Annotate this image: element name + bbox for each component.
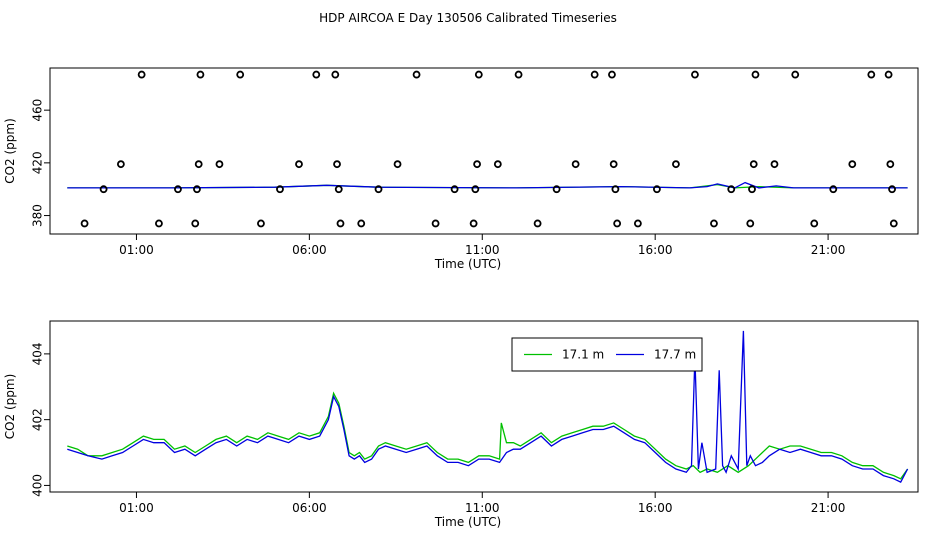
- top-data-point: [552, 185, 561, 194]
- top-data-point: [609, 160, 618, 169]
- top-panel: 01:00 06:00 11:00 16:00 21:00 380 420 460 Time (…: [3, 67, 919, 271]
- bottom-y-tick-label: 404: [31, 342, 45, 365]
- top-data-point: [608, 70, 616, 79]
- page-title: HDP AIRCOA E Day 130506 Calibrated Times…: [319, 11, 617, 25]
- top-x-tick-label: 01:00: [119, 243, 154, 257]
- top-x-tick-label: 16:00: [638, 243, 673, 257]
- top-data-point: [174, 185, 182, 194]
- top-data-point: [746, 219, 755, 228]
- top-y-tick-label: 460: [31, 99, 45, 122]
- top-data-point: [751, 70, 760, 79]
- top-plot-area: [67, 181, 908, 189]
- top-data-point: [276, 185, 284, 194]
- top-data-point: [331, 70, 340, 79]
- top-data-point: [469, 219, 478, 228]
- top-data-point: [884, 70, 893, 79]
- top-data-point: [514, 70, 523, 79]
- top-y-tick-label: 420: [31, 151, 45, 174]
- top-data-point: [236, 70, 245, 79]
- top-data-point: [749, 160, 758, 169]
- top-data-point: [412, 70, 421, 79]
- top-data-point: [829, 185, 838, 194]
- top-data-point: [653, 185, 661, 194]
- top-y-tick-label: 380: [31, 204, 45, 227]
- top-data-point: [257, 219, 265, 228]
- top-data-point: [611, 185, 620, 194]
- top-data-point: [473, 160, 481, 169]
- top-data-point: [191, 219, 200, 228]
- bottom-x-tick-label: 16:00: [638, 501, 673, 515]
- top-data-point: [137, 70, 146, 79]
- top-data-point: [867, 70, 876, 79]
- bottom-plot-frame: [49, 320, 919, 493]
- top-data-point: [116, 160, 125, 169]
- top-data-point: [571, 160, 580, 169]
- top-x-tick-label: 11:00: [465, 243, 500, 257]
- top-data-point: [80, 219, 89, 228]
- top-data-point: [295, 160, 303, 169]
- top-y-axis-label: CO2 (ppm): [3, 118, 17, 184]
- top-data-point: [431, 219, 440, 228]
- top-data-point: [333, 160, 341, 169]
- bottom-panel: 01:00 06:00 11:00 16:00 21:00 400 402 404 Time (…: [3, 320, 919, 529]
- top-data-point: [727, 185, 736, 194]
- legend-label-2: 17.7 m: [654, 348, 696, 362]
- top-data-point: [888, 185, 896, 194]
- top-data-point: [336, 219, 345, 228]
- top-data-point: [691, 70, 699, 79]
- bottom-y-tick-label: 400: [31, 474, 45, 497]
- bottom-y-axis-label: CO2 (ppm): [3, 374, 17, 440]
- top-data-point: [193, 185, 201, 194]
- top-data-point: [334, 185, 343, 194]
- bottom-plot-area: [67, 330, 909, 483]
- top-data-point: [357, 219, 366, 228]
- top-x-tick-label: 06:00: [292, 243, 327, 257]
- top-data-point: [590, 70, 599, 79]
- legend-label-1: 17.1 m: [562, 348, 604, 362]
- top-data-point: [672, 160, 680, 169]
- top-series-line-2: [67, 181, 908, 189]
- bottom-x-tick-label: 06:00: [292, 501, 327, 515]
- top-data-point: [155, 219, 163, 228]
- top-data-point: [613, 219, 622, 228]
- top-data-point: [374, 185, 383, 194]
- top-data-point: [889, 219, 898, 228]
- top-data-point: [215, 160, 224, 169]
- top-data-point: [770, 160, 779, 169]
- bottom-series-line-2: [67, 330, 909, 483]
- top-data-point: [533, 219, 542, 228]
- top-data-point: [99, 185, 108, 194]
- bottom-x-tick-label: 11:00: [465, 501, 500, 515]
- top-x-tick-label: 21:00: [811, 243, 846, 257]
- top-data-point: [312, 70, 321, 79]
- top-data-point: [633, 219, 642, 228]
- top-data-point: [194, 160, 203, 169]
- bottom-x-tick-label: 01:00: [119, 501, 154, 515]
- top-data-point: [474, 70, 483, 79]
- bottom-x-tick-label: 21:00: [811, 501, 846, 515]
- top-data-point: [493, 160, 502, 169]
- bottom-x-axis-label: Time (UTC): [434, 515, 501, 529]
- top-data-point: [450, 185, 459, 194]
- top-data-point: [748, 185, 756, 194]
- top-x-axis-label: Time (UTC): [434, 257, 501, 271]
- top-data-point: [886, 160, 895, 169]
- top-data-point: [393, 160, 402, 169]
- top-data-point: [791, 70, 800, 79]
- top-data-point: [810, 219, 819, 228]
- bottom-series-line-1: [67, 391, 909, 480]
- top-data-point: [848, 160, 857, 169]
- bottom-y-tick-label: 402: [31, 408, 45, 431]
- top-data-point: [471, 185, 480, 194]
- top-data-point: [710, 219, 718, 228]
- top-data-point: [196, 70, 205, 79]
- top-plot-frame: [49, 67, 919, 235]
